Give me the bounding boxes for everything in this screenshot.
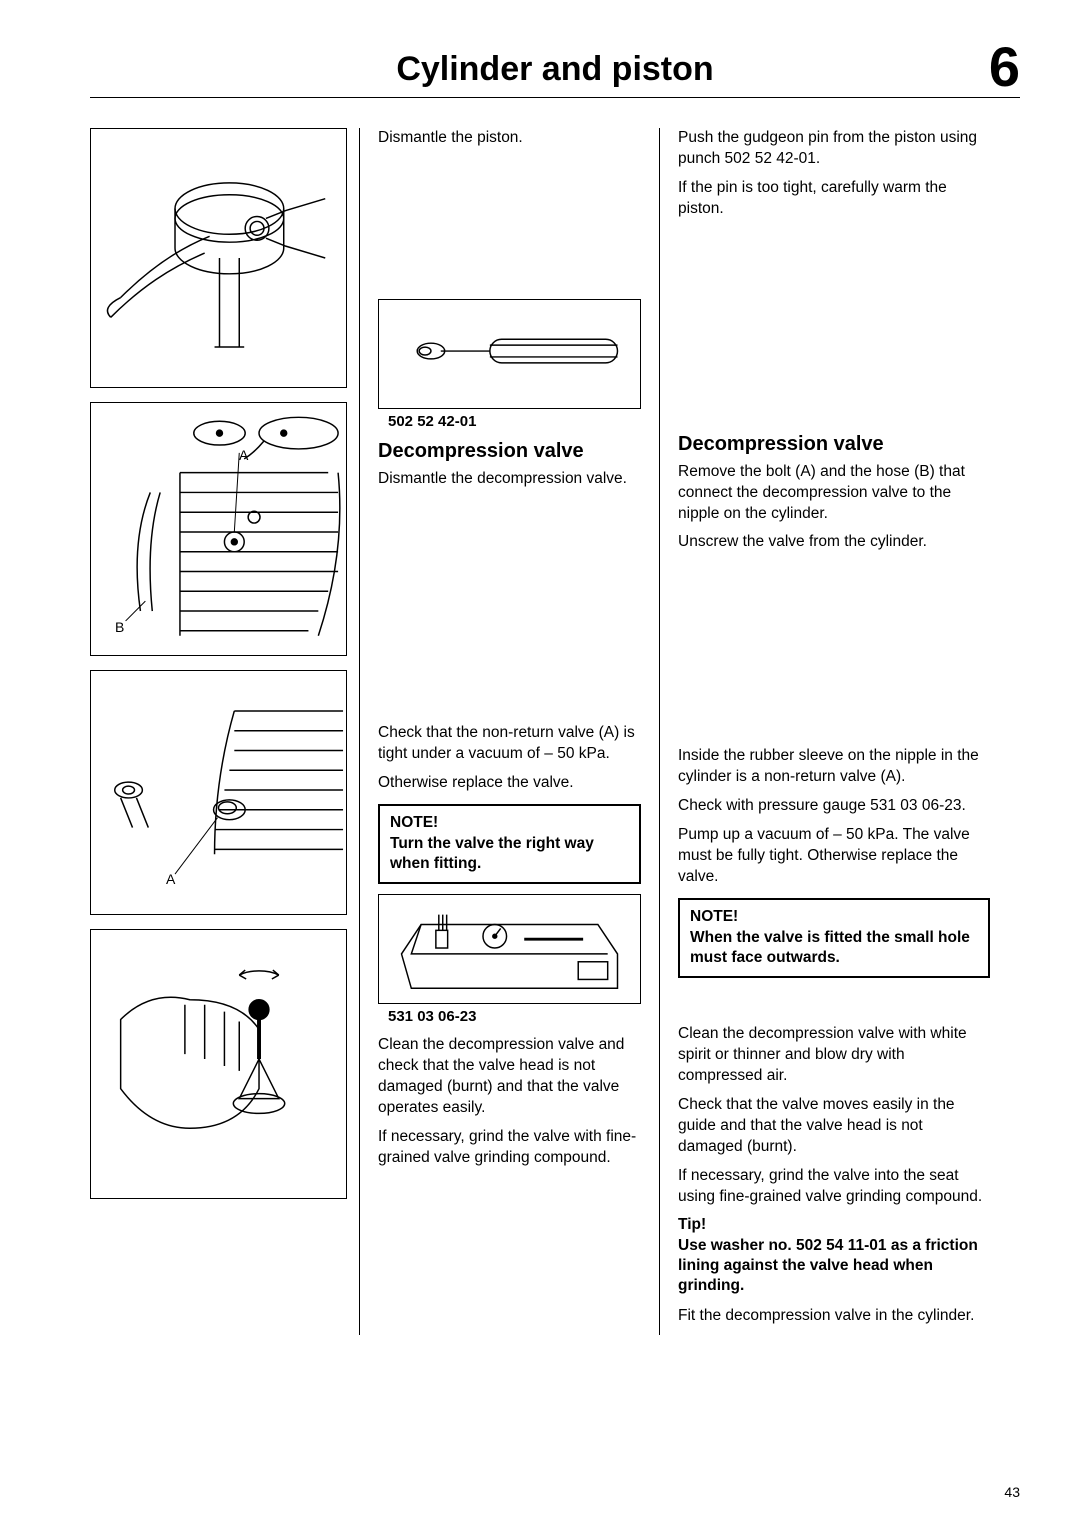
punch-svg xyxy=(379,300,640,408)
illustration-decomp-valve-cylinder: A B xyxy=(90,402,347,656)
mid-row4-text1: Clean the decompression valve and check … xyxy=(378,1035,641,1119)
r-row1-t2: If the pin is too tight, carefully warm … xyxy=(678,178,990,220)
piston-svg xyxy=(91,129,346,387)
label-a: A xyxy=(239,447,248,463)
r-row2-t1: Remove the bolt (A) and the hose (B) tha… xyxy=(678,462,990,525)
mid-heading-decomp: Decompression valve xyxy=(378,440,641,463)
r-row4-t3: If necessary, grind the valve into the s… xyxy=(678,1166,990,1208)
r-row4-t1: Clean the decompression valve with white… xyxy=(678,1024,990,1087)
note-box-mid: NOTE! Turn the valve the right way when … xyxy=(378,804,641,884)
note-label-r: NOTE! xyxy=(690,908,978,926)
grinding-svg xyxy=(91,930,346,1198)
part-number-1: 502 52 42-01 xyxy=(388,413,641,430)
chapter-number: 6 xyxy=(989,34,1020,99)
note-text-r: When the valve is fitted the small hole … xyxy=(690,929,970,966)
label-b: B xyxy=(115,619,124,635)
spacer xyxy=(678,988,990,1024)
mid-row2-text: Dismantle the decompression valve. xyxy=(378,469,641,490)
illustration-column: A B A xyxy=(90,128,360,1335)
mid-row1-text: Dismantle the piston. xyxy=(378,128,641,149)
label-a-2: A xyxy=(166,871,175,887)
cylinder-svg xyxy=(91,403,346,655)
r-row3-t2: Check with pressure gauge 531 03 06-23. xyxy=(678,796,990,817)
note-label: NOTE! xyxy=(390,814,629,832)
page-header: Cylinder and piston 6 xyxy=(90,50,1020,98)
spacer xyxy=(678,561,990,746)
part-number-2: 531 03 06-23 xyxy=(388,1008,641,1025)
mid-row3-text1: Check that the non-return valve (A) is t… xyxy=(378,723,641,765)
spacer xyxy=(378,498,641,723)
illustration-pressure-gauge xyxy=(378,894,641,1004)
r-row2-t2: Unscrew the valve from the cylinder. xyxy=(678,532,990,553)
content-grid: A B A xyxy=(90,128,1020,1335)
mid-row4-text2: If necessary, grind the valve with fine-… xyxy=(378,1127,641,1169)
spacer xyxy=(678,228,990,433)
illustration-nonreturn-valve: A xyxy=(90,670,347,915)
tip-label: Tip! xyxy=(678,1216,990,1234)
r-heading-decomp: Decompression valve xyxy=(678,433,990,456)
r-row4-t4: Fit the decompression valve in the cylin… xyxy=(678,1306,990,1327)
r-row4-t2: Check that the valve moves easily in the… xyxy=(678,1095,990,1158)
note-text: Turn the valve the right way when fittin… xyxy=(390,835,594,872)
page-number: 43 xyxy=(1004,1484,1020,1500)
r-row3-t3: Pump up a vacuum of – 50 kPa. The valve … xyxy=(678,825,990,888)
gauge-svg xyxy=(379,895,640,1003)
tip-text: Use washer no. 502 54 11-01 as a frictio… xyxy=(678,1236,990,1296)
chapter-title: Cylinder and piston xyxy=(396,50,713,89)
illustration-punch-tool xyxy=(378,299,641,409)
note-box-right: NOTE! When the valve is fitted the small… xyxy=(678,898,990,978)
mid-row3-text2: Otherwise replace the valve. xyxy=(378,773,641,794)
illustration-piston-dismantle xyxy=(90,128,347,388)
right-column: Push the gudgeon pin from the piston usi… xyxy=(660,128,990,1335)
r-row3-t1: Inside the rubber sleeve on the nipple i… xyxy=(678,746,990,788)
r-row1-t1: Push the gudgeon pin from the piston usi… xyxy=(678,128,990,170)
illustration-valve-grinding xyxy=(90,929,347,1199)
middle-column: Dismantle the piston. 502 52 42-01 Decom… xyxy=(360,128,660,1335)
nonreturn-svg xyxy=(91,671,346,914)
